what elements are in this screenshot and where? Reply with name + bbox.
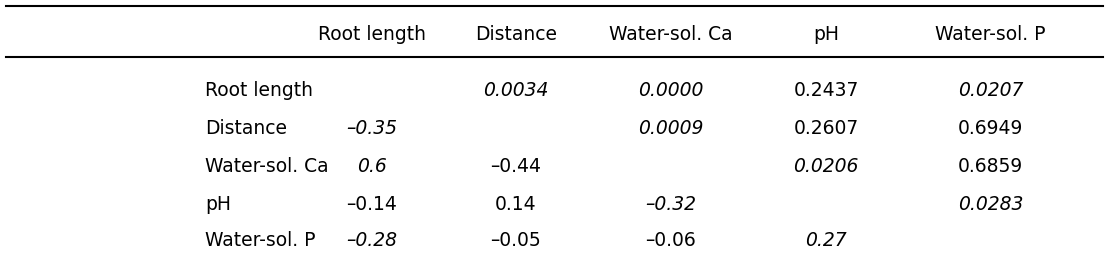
Text: –0.32: –0.32 [645,195,696,214]
Text: Distance: Distance [205,119,287,138]
Text: Root length: Root length [205,81,313,100]
Text: Water-sol. Ca: Water-sol. Ca [609,25,733,44]
Text: Root length: Root length [317,25,426,44]
Text: Water-sol. Ca: Water-sol. Ca [205,157,328,176]
Text: 0.6: 0.6 [357,157,386,176]
Text: 0.27: 0.27 [805,231,847,249]
Text: –0.06: –0.06 [645,231,696,249]
Text: Distance: Distance [475,25,557,44]
Text: –0.44: –0.44 [490,157,541,176]
Text: 0.0009: 0.0009 [639,119,703,138]
Text: 0.2607: 0.2607 [794,119,858,138]
Text: pH: pH [813,25,840,44]
Text: –0.14: –0.14 [346,195,397,214]
Text: 0.2437: 0.2437 [794,81,858,100]
Text: 0.6949: 0.6949 [958,119,1022,138]
Text: –0.35: –0.35 [346,119,397,138]
Text: 0.14: 0.14 [495,195,537,214]
Text: pH: pH [205,195,231,214]
Text: 0.0207: 0.0207 [958,81,1022,100]
Text: –0.05: –0.05 [490,231,541,249]
Text: Water-sol. P: Water-sol. P [935,25,1046,44]
Text: 0.0206: 0.0206 [794,157,858,176]
Text: Water-sol. P: Water-sol. P [205,231,316,249]
Text: 0.0034: 0.0034 [484,81,548,100]
Text: 0.0283: 0.0283 [958,195,1022,214]
Text: 0.0000: 0.0000 [639,81,703,100]
Text: 0.6859: 0.6859 [958,157,1022,176]
Text: –0.28: –0.28 [346,231,397,249]
